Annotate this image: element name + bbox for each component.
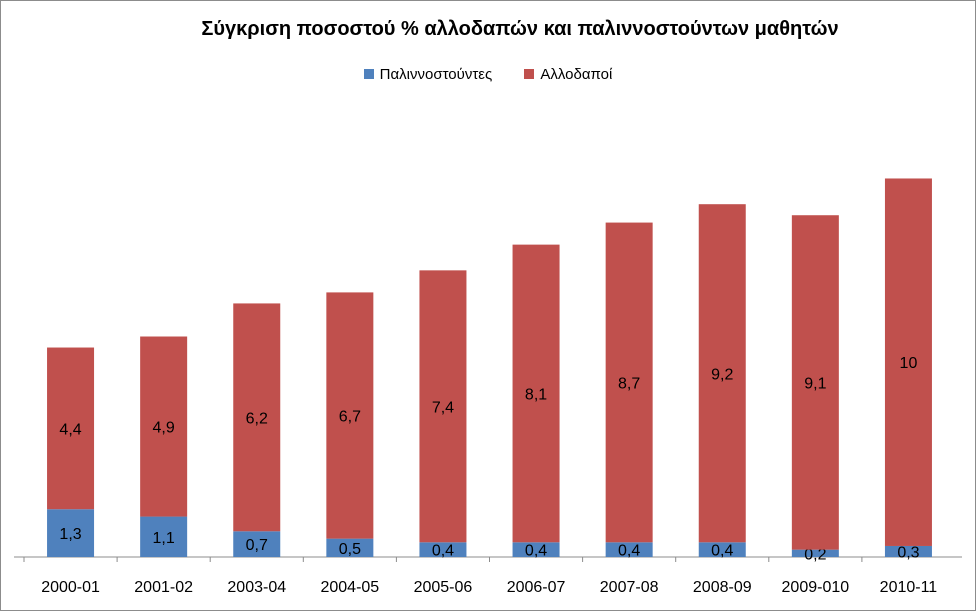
bar-allodapoi-2000-01 (47, 347, 95, 510)
value-label: 9,2 (711, 366, 733, 383)
x-tick-label: 2009-010 (782, 579, 850, 596)
bar-palinnostountes-2004-05 (326, 538, 374, 557)
value-label: 10 (900, 355, 918, 372)
value-label: 6,7 (339, 409, 361, 426)
x-tick-label: 2006-07 (507, 579, 566, 596)
value-label: 8,1 (525, 386, 547, 403)
chart-legend: Παλιννοστούντες Αλλοδαποί (0, 66, 976, 83)
value-label: 0,4 (618, 543, 640, 560)
x-tick-label: 2000-01 (41, 579, 100, 596)
value-label: 0,4 (432, 543, 454, 560)
value-label: 0,4 (711, 543, 733, 560)
value-label: 8,7 (618, 375, 640, 392)
value-label: 4,9 (153, 420, 175, 437)
legend-item-series-2: Αλλοδαποί (524, 66, 612, 83)
bar-allodapoi-2010-11 (884, 178, 932, 546)
bar-allodapoi-2005-06 (419, 270, 467, 543)
legend-item-series-1: Παλιννοστούντες (363, 66, 493, 83)
bar-palinnostountes-2007-08 (605, 542, 653, 557)
bar-allodapoi-2009-010 (791, 215, 839, 550)
value-label: 0,7 (246, 537, 268, 554)
bar-palinnostountes-2010-11 (884, 545, 932, 557)
legend-label-series-2: Αλλοδαποί (540, 66, 613, 83)
x-tick-label: 2008-09 (693, 579, 752, 596)
bar-allodapoi-2006-07 (512, 244, 560, 543)
value-label: 0,2 (804, 546, 826, 563)
legend-swatch-series-1 (363, 69, 374, 79)
bar-palinnostountes-2005-06 (419, 542, 467, 557)
x-tick-label: 2010-11 (880, 579, 938, 596)
value-label: 6,2 (246, 410, 268, 427)
x-tick-label: 2003-04 (227, 579, 286, 596)
x-tick-label: 2007-08 (600, 579, 659, 596)
bar-allodapoi-2001-02 (140, 336, 188, 517)
bar-palinnostountes-2008-09 (698, 542, 746, 557)
bar-palinnostountes-2003-04 (233, 531, 281, 557)
value-label: 1,3 (59, 526, 81, 543)
value-label: 1,1 (153, 530, 175, 547)
value-label: 0,4 (525, 543, 547, 560)
bar-allodapoi-2008-09 (698, 204, 746, 543)
bar-allodapoi-2007-08 (605, 222, 653, 543)
x-tick-label: 2005-06 (414, 579, 473, 596)
x-tick-label: 2001-02 (134, 579, 193, 596)
legend-swatch-series-2 (524, 69, 535, 79)
bar-palinnostountes-2000-01 (47, 509, 95, 557)
value-label: 0,3 (897, 544, 919, 561)
bar-palinnostountes-2001-02 (140, 516, 188, 557)
value-label: 7,4 (432, 399, 454, 416)
value-label: 0,5 (339, 541, 361, 558)
legend-label-series-1: Παλιννοστούντες (379, 66, 493, 83)
bar-allodapoi-2004-05 (326, 292, 374, 539)
value-label: 4,4 (59, 421, 81, 438)
x-tick-label: 2004-05 (320, 579, 379, 596)
bar-palinnostountes-2006-07 (512, 542, 560, 557)
bar-palinnostountes-2009-010 (791, 549, 839, 557)
chart-title: Σύγκριση ποσοστού % αλλοδαπών και παλινν… (201, 18, 839, 40)
value-label: 9,1 (804, 375, 826, 392)
bar-allodapoi-2003-04 (233, 303, 281, 532)
